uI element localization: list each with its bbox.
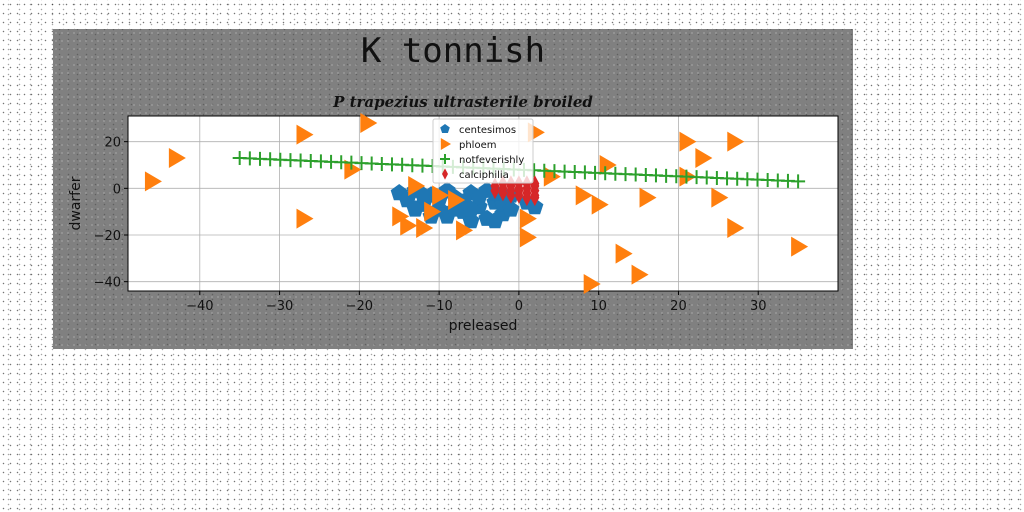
point-phloem: [639, 187, 657, 208]
point-phloem: [448, 190, 466, 210]
legend-label-calciphilia: calciphilia: [459, 170, 509, 181]
point-phloem: [408, 176, 426, 196]
point-phloem: [296, 124, 314, 145]
point-phloem: [631, 264, 649, 285]
y-tick-label: 20: [104, 136, 121, 151]
point-phloem: [296, 208, 314, 229]
legend-marker-centesimos: [440, 124, 450, 133]
y-tick-label: −20: [94, 229, 121, 244]
x-tick-label: −10: [425, 299, 452, 314]
legend-label-notfeverishly: notfeverishly: [459, 155, 524, 166]
point-calciphilia: [522, 175, 532, 193]
x-axis-label: preleased: [449, 318, 518, 334]
point-phloem: [727, 131, 745, 152]
legend-marker-phloem: [440, 138, 451, 150]
legend-label-centesimos: centesimos: [459, 125, 516, 136]
point-calciphilia: [498, 175, 508, 193]
point-phloem: [583, 274, 601, 294]
y-tick-label: −40: [94, 276, 121, 291]
point-centesimos: [414, 186, 432, 203]
legend-box: [432, 118, 534, 184]
point-phloem: [400, 215, 418, 236]
x-tick-label: −40: [186, 299, 213, 314]
point-calciphilia: [506, 182, 516, 200]
legend-marker-calciphilia: [442, 168, 448, 180]
x-tick-label: 20: [670, 299, 687, 314]
point-phloem: [456, 220, 474, 241]
legend-marker-notfeverishly: [440, 154, 450, 164]
point-centesimos: [526, 198, 544, 215]
point-phloem: [144, 171, 162, 192]
point-notfeverishly: [791, 174, 806, 189]
point-calciphilia: [522, 189, 532, 207]
point-phloem: [615, 243, 633, 264]
point-centesimos: [470, 188, 488, 205]
x-tick-label: −20: [346, 299, 373, 314]
y-axis-label: dwarfer: [68, 176, 84, 230]
x-tick-label: −30: [266, 299, 293, 314]
point-calciphilia: [498, 184, 508, 202]
scatter-chart: −40 −30 −20 −10 0 10 20 30 −40 −20 0 20 preleased dwa…: [68, 93, 839, 334]
point-phloem: [519, 227, 537, 248]
point-phloem: [679, 131, 697, 152]
y-tick-label: 0: [113, 182, 121, 197]
point-phloem: [575, 185, 593, 206]
point-phloem: [727, 218, 745, 238]
point-phloem: [591, 194, 609, 215]
point-phloem: [360, 113, 378, 133]
point-phloem: [168, 148, 186, 168]
chart-title: P trapezius ultrasterile broiled: [332, 93, 593, 111]
plot-frame: [127, 115, 839, 292]
point-centesimos: [406, 200, 424, 217]
point-phloem: [695, 148, 713, 168]
point-phloem: [519, 208, 537, 229]
point-centesimos: [502, 200, 520, 217]
point-phloem: [344, 159, 362, 180]
point-phloem: [432, 185, 450, 206]
point-calciphilia: [514, 179, 524, 197]
point-phloem: [416, 218, 434, 238]
x-tick-label: 10: [590, 299, 607, 314]
x-tick-label: 30: [750, 299, 767, 314]
point-phloem: [791, 236, 809, 257]
figure: K tonnish −40 −30 −20 −10 0 10 20 30 −40 −20 0 20 pr…: [53, 29, 853, 349]
legend-label-phloem: phloem: [459, 140, 496, 151]
point-centesimos: [486, 212, 504, 229]
point-calciphilia: [530, 175, 540, 193]
point-phloem: [711, 187, 729, 208]
x-tick-label: 0: [515, 299, 523, 314]
figure-suptitle: K tonnish: [360, 31, 546, 71]
point-centesimos: [462, 200, 480, 217]
point-calciphilia: [530, 189, 540, 207]
point-phloem: [599, 155, 617, 175]
point-phloem: [424, 201, 442, 222]
